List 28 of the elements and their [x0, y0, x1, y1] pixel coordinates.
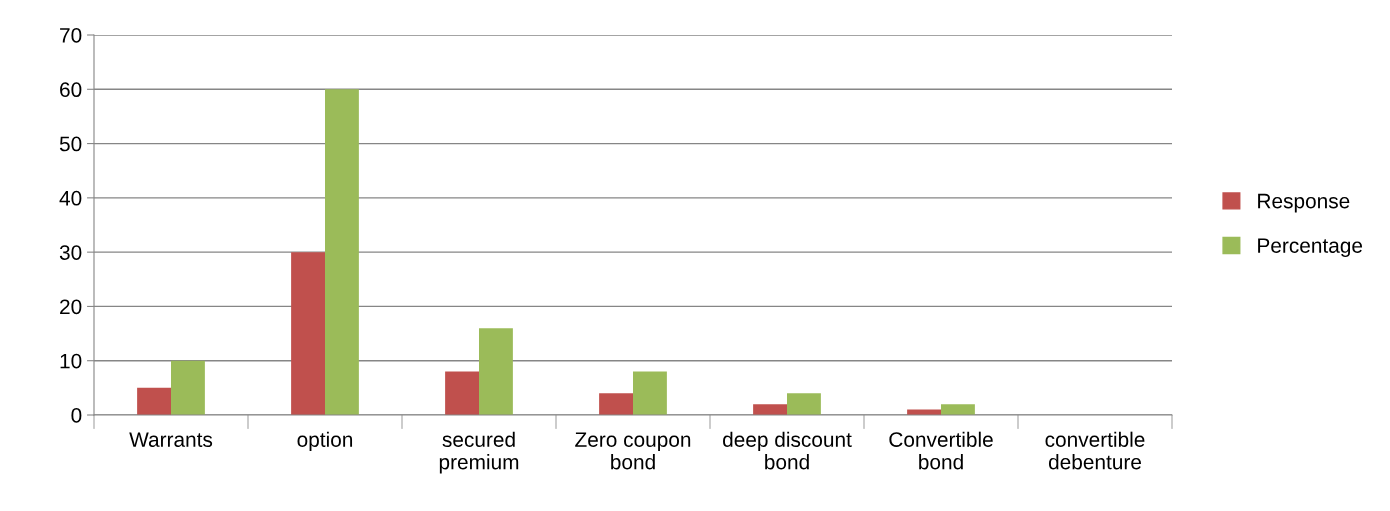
bar	[291, 252, 325, 415]
x-tick-label: convertible debenture	[1045, 431, 1145, 470]
bar	[599, 393, 633, 415]
bar	[445, 371, 479, 415]
bar	[941, 404, 975, 415]
x-tick-label: deep discount bond	[723, 431, 852, 470]
legend-label: Response	[1258, 193, 1350, 213]
y-tick-label: 40	[59, 190, 82, 206]
x-tick-label: Zero coupon bond	[575, 432, 691, 470]
bar	[479, 328, 513, 415]
bar	[171, 360, 205, 415]
y-tick-label: 50	[59, 136, 82, 152]
y-tick-label: 30	[59, 245, 82, 260]
bar	[325, 89, 359, 415]
y-tick-label: 10	[60, 353, 82, 369]
x-tick-label: Warrants	[129, 432, 213, 447]
x-tick-label: secured premium	[439, 431, 519, 474]
y-tick-label: 20	[60, 299, 82, 315]
y-tick-label: 60	[60, 82, 82, 98]
bar	[137, 387, 171, 415]
x-tick-label: Convertible bond	[889, 431, 993, 470]
bar	[787, 393, 821, 415]
bar	[753, 404, 787, 415]
x-tick-label: option	[297, 431, 353, 452]
legend-label: Percentage	[1258, 238, 1363, 258]
y-tick-label: 70	[60, 28, 82, 43]
bar	[633, 371, 667, 415]
y-tick-label: 0	[71, 408, 82, 423]
